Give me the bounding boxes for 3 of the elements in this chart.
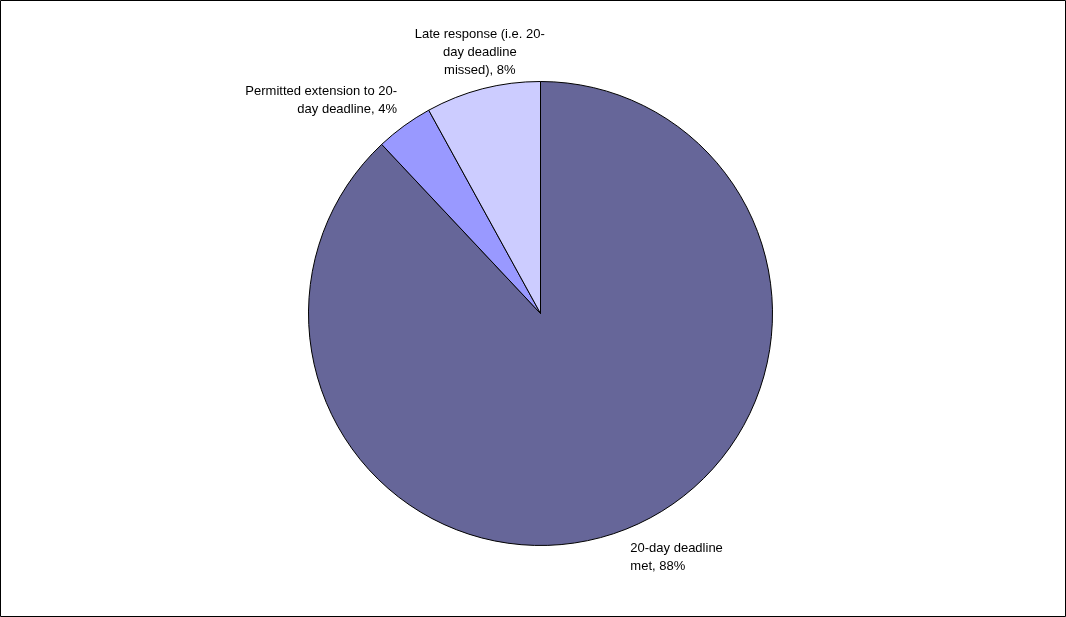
slice-label: Late response (i.e. 20-day deadline missed), 8% xyxy=(414,26,545,78)
slice-label: 20-day deadline met, 88% xyxy=(630,540,723,574)
slice-label: Permitted extension to 20-day deadline, 4% xyxy=(245,83,398,117)
